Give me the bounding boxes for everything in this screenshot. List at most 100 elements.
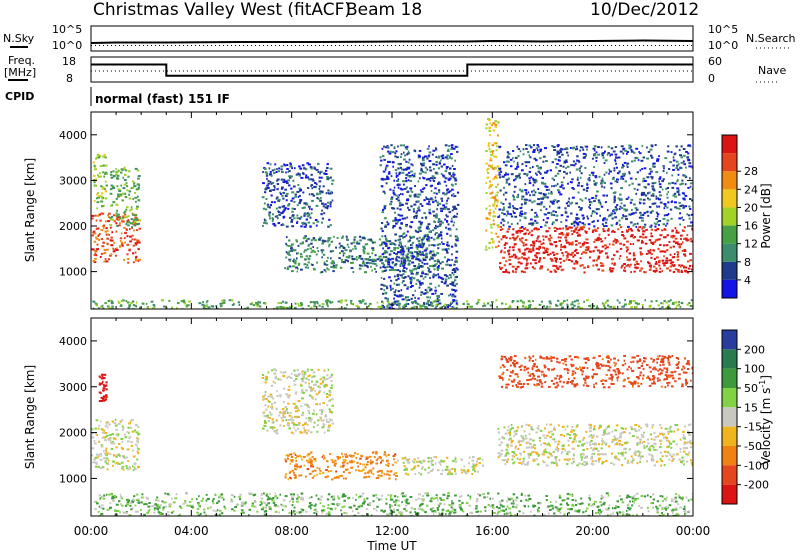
- scatter-cell: [262, 207, 266, 210]
- scatter-cell: [296, 204, 299, 207]
- scatter-cell: [501, 212, 504, 215]
- scatter-cell: [596, 237, 599, 240]
- scatter-cell: [284, 301, 288, 304]
- scatter-cell: [467, 469, 469, 472]
- scatter-cell: [323, 431, 326, 434]
- scatter-cell: [316, 220, 320, 223]
- scatter-cell: [680, 182, 684, 185]
- scatter-cell: [419, 222, 423, 225]
- scatter-cell: [115, 428, 118, 431]
- scatter-cell: [516, 222, 519, 225]
- scatter-cell: [350, 261, 353, 264]
- scatter-cell: [455, 460, 458, 463]
- scatter-cell: [329, 224, 332, 227]
- scatter-cell: [492, 215, 495, 218]
- scatter-cell: [277, 302, 281, 305]
- scatter-cell: [342, 458, 346, 461]
- scatter-cell: [556, 201, 559, 204]
- scatter-cell: [454, 260, 456, 263]
- scatter-cell: [398, 204, 402, 207]
- scatter-cell: [285, 182, 289, 185]
- scatter-cell: [313, 383, 316, 386]
- scatter-cell: [531, 190, 533, 193]
- scatter-cell: [371, 260, 375, 262]
- scatter-cell: [505, 268, 507, 271]
- scatter-cell: [539, 246, 542, 249]
- scatter-cell: [614, 216, 618, 219]
- scatter-cell: [341, 461, 345, 464]
- scatter-cell: [641, 219, 644, 222]
- scatter-cell: [659, 186, 662, 188]
- scatter-cell: [293, 452, 296, 455]
- scatter-cell: [116, 209, 119, 212]
- scatter-cell: [345, 235, 348, 238]
- scatter-cell: [682, 154, 686, 157]
- scatter-cell: [666, 234, 669, 237]
- scatter-cell: [525, 144, 528, 147]
- scatter-cell: [348, 255, 351, 257]
- scatter-cell: [593, 183, 597, 186]
- scatter-cell: [98, 440, 101, 443]
- scatter-cell: [620, 266, 623, 269]
- scatter-cell: [409, 286, 413, 288]
- scatter-cell: [330, 190, 333, 193]
- scatter-cell: [298, 202, 301, 205]
- scatter-cell: [91, 248, 94, 251]
- scatter-cell: [294, 392, 297, 395]
- scatter-cell: [116, 433, 120, 436]
- scatter-cell: [643, 212, 646, 215]
- scatter-cell: [535, 147, 539, 150]
- scatter-cell: [560, 245, 563, 248]
- scatter-cell: [429, 265, 432, 268]
- scatter-cell: [626, 229, 628, 232]
- scatter-cell: [656, 197, 659, 200]
- scatter-cell: [428, 230, 432, 233]
- scatter-cell: [598, 175, 601, 178]
- scatter-cell: [466, 300, 469, 303]
- scatter-cell: [129, 420, 132, 423]
- scatter-cell: [691, 213, 693, 216]
- scatter-cell: [644, 242, 648, 245]
- scatter-cell: [271, 217, 274, 220]
- scatter-cell: [451, 306, 455, 308]
- scatter-cell: [500, 266, 504, 269]
- scatter-cell: [370, 265, 372, 268]
- scatter-cell: [150, 300, 154, 303]
- scatter-cell: [448, 259, 451, 261]
- scatter-cell: [385, 256, 388, 259]
- scatter-cell: [95, 432, 97, 435]
- scatter-cell: [137, 195, 139, 198]
- scatter-cell: [593, 149, 596, 152]
- scatter-cell: [600, 185, 603, 188]
- scatter-cell: [387, 301, 390, 304]
- scatter-cell: [101, 436, 104, 439]
- scatter-cell: [503, 173, 507, 176]
- scatter-cell: [330, 240, 334, 243]
- scatter-cell: [577, 229, 581, 232]
- scatter-cell: [298, 194, 301, 197]
- scatter-cell: [586, 183, 589, 186]
- scatter-cell: [604, 150, 606, 153]
- scatter-cell: [316, 380, 318, 383]
- scatter-cell: [308, 385, 310, 388]
- scatter-cell: [665, 261, 669, 264]
- scatter-cell: [270, 201, 274, 204]
- scatter-cell: [283, 400, 285, 403]
- scatter-cell: [106, 229, 109, 232]
- scatter-cell: [428, 236, 431, 239]
- scatter-cell: [390, 175, 393, 178]
- scatter-cell: [418, 280, 421, 283]
- scatter-cell: [572, 188, 575, 190]
- scatter-cell: [663, 214, 666, 217]
- scatter-cell: [276, 179, 279, 182]
- scatter-cell: [554, 259, 557, 262]
- freq-label-line2: [MHz]: [4, 66, 36, 79]
- scatter-cell: [488, 241, 492, 244]
- scatter-cell: [135, 255, 138, 258]
- scatter-cell: [640, 241, 643, 244]
- scatter-cell: [454, 159, 456, 162]
- scatter-cell: [455, 299, 458, 302]
- scatter-cell: [122, 426, 125, 429]
- scatter-cell: [426, 289, 428, 292]
- scatter-cell: [489, 165, 492, 168]
